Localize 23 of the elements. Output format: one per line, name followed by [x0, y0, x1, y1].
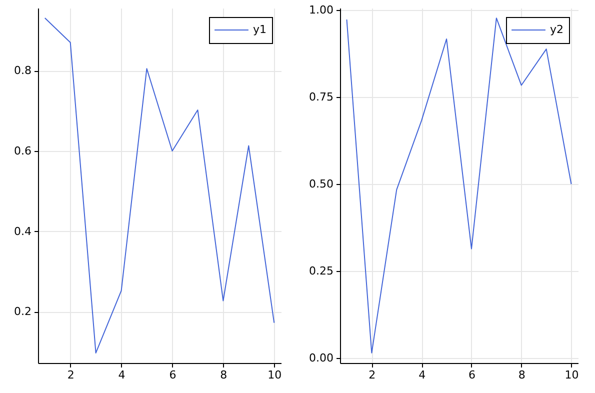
- y-tick-label: 0.6: [14, 144, 32, 158]
- line-series: [44, 18, 275, 354]
- line-series: [346, 18, 572, 354]
- y-tick-label: 0.8: [14, 64, 32, 78]
- x-tick-label: 6: [468, 368, 476, 382]
- x-tick-label: 10: [268, 368, 282, 382]
- y-tick-label: 0.25: [309, 264, 334, 278]
- y-tick-label: 0.2: [14, 305, 32, 318]
- x-tick-label: 8: [220, 368, 228, 382]
- x-tick-label: 8: [518, 368, 526, 382]
- x-tick-label: 6: [169, 368, 176, 382]
- y-tick-label: 0.00: [309, 352, 334, 365]
- y-tick-label: 1.00: [309, 4, 334, 17]
- x-tick-label: 4: [118, 368, 126, 382]
- x-tick-label: 2: [67, 368, 74, 382]
- y-tick-label: 0.75: [309, 90, 334, 104]
- y-tick-label: 0.50: [309, 178, 334, 191]
- y-tick-label: 0.4: [14, 224, 32, 238]
- legend-label: y1: [253, 23, 267, 36]
- legend-label: y2: [550, 23, 564, 36]
- x-tick-label: 2: [368, 368, 376, 382]
- x-tick-label: 10: [564, 368, 579, 382]
- x-tick-label: 4: [418, 368, 426, 382]
